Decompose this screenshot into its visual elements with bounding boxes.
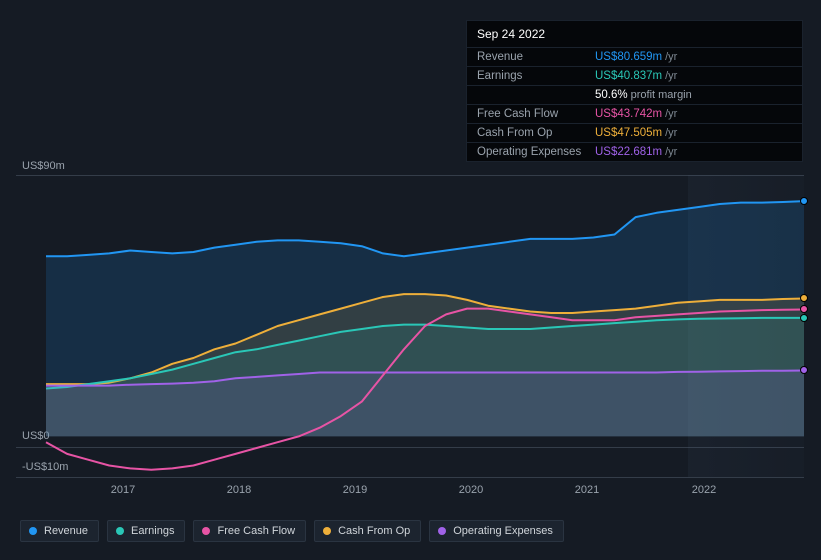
legend-item-revenue[interactable]: Revenue [20, 520, 99, 542]
legend-label: Operating Expenses [453, 525, 553, 537]
financials-chart: Sep 24 2022 RevenueUS$80.659m/yrEarnings… [0, 0, 821, 560]
tooltip-value: 50.6% [595, 89, 628, 101]
legend-dot-icon [438, 527, 446, 535]
legend-dot-icon [116, 527, 124, 535]
series-end-marker [800, 366, 808, 374]
tooltip-unit: /yr [665, 127, 677, 139]
tooltip-label: Operating Expenses [477, 146, 595, 158]
tooltip-row: EarningsUS$40.837m/yr [467, 67, 802, 86]
legend-item-operating-expenses[interactable]: Operating Expenses [429, 520, 564, 542]
x-axis-label: 2022 [692, 484, 716, 496]
tooltip-row: Free Cash FlowUS$43.742m/yr [467, 105, 802, 124]
tooltip-label: Cash From Op [477, 127, 595, 139]
legend-dot-icon [202, 527, 210, 535]
tooltip-value: US$40.837m [595, 70, 662, 82]
x-axis-label: 2017 [111, 484, 135, 496]
legend-item-cash-from-op[interactable]: Cash From Op [314, 520, 421, 542]
legend-item-free-cash-flow[interactable]: Free Cash Flow [193, 520, 306, 542]
legend-label: Revenue [44, 525, 88, 537]
series-end-marker [800, 305, 808, 313]
x-axis-label: 2020 [459, 484, 483, 496]
legend-dot-icon [323, 527, 331, 535]
series-end-marker [800, 294, 808, 302]
legend: Revenue Earnings Free Cash Flow Cash From O… [20, 520, 564, 542]
series-end-marker [800, 314, 808, 322]
tooltip-value: US$43.742m [595, 108, 662, 120]
legend-dot-icon [29, 527, 37, 535]
tooltip-date: Sep 24 2022 [467, 21, 802, 48]
tooltip-unit: /yr [665, 70, 677, 82]
y-axis-label: US$90m [22, 160, 65, 172]
legend-label: Free Cash Flow [217, 525, 295, 537]
x-axis-label: 2021 [575, 484, 599, 496]
tooltip-value: US$22.681m [595, 146, 662, 158]
tooltip-label: Earnings [477, 70, 595, 82]
tooltip-row: RevenueUS$80.659m/yr [467, 48, 802, 67]
tooltip-value: US$47.505m [595, 127, 662, 139]
legend-label: Earnings [131, 525, 174, 537]
x-axis-label: 2019 [343, 484, 367, 496]
tooltip-value: US$80.659m [595, 51, 662, 63]
tooltip-row: Cash From OpUS$47.505m/yr [467, 124, 802, 143]
legend-label: Cash From Op [338, 525, 410, 537]
tooltip-label: Revenue [477, 51, 595, 63]
tooltip-row: Operating ExpensesUS$22.681m/yr [467, 143, 802, 161]
tooltip-unit: /yr [665, 108, 677, 120]
x-axis-label: 2018 [227, 484, 251, 496]
hover-tooltip: Sep 24 2022 RevenueUS$80.659m/yrEarnings… [466, 20, 803, 162]
tooltip-unit: /yr [665, 51, 677, 63]
chart-plot [16, 175, 804, 480]
series-end-marker [800, 197, 808, 205]
tooltip-row: 50.6%profit margin [467, 86, 802, 105]
tooltip-label: Free Cash Flow [477, 108, 595, 120]
tooltip-sub: profit margin [631, 89, 692, 101]
legend-item-earnings[interactable]: Earnings [107, 520, 185, 542]
tooltip-unit: /yr [665, 146, 677, 158]
